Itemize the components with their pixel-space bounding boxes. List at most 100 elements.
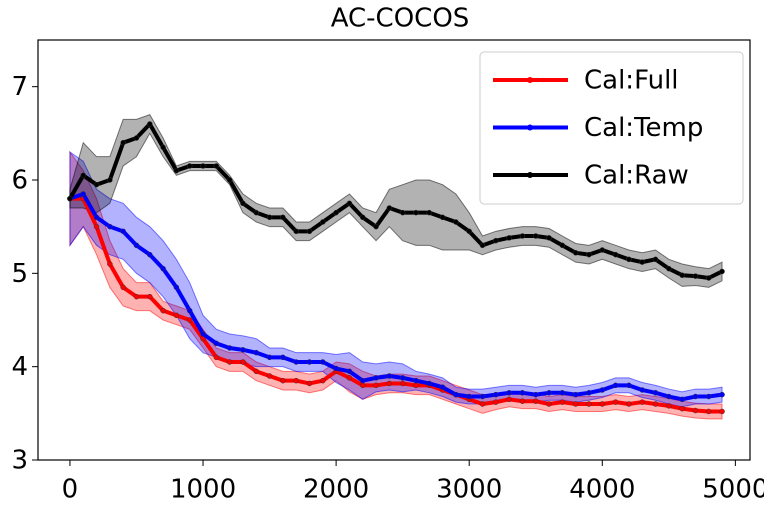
- x-tick-label: 3000: [436, 475, 502, 505]
- point: [173, 284, 180, 291]
- point: [186, 317, 193, 323]
- point: [719, 391, 725, 398]
- point: [346, 368, 353, 375]
- point: [253, 368, 260, 375]
- point: [93, 181, 100, 188]
- x-tick-label: 5000: [702, 475, 764, 505]
- point: [399, 375, 406, 381]
- point: [93, 223, 100, 230]
- x-tick-label: 2000: [303, 475, 369, 505]
- point: [293, 228, 299, 235]
- point: [532, 391, 539, 398]
- point: [213, 163, 220, 169]
- point: [200, 331, 206, 337]
- point: [639, 387, 645, 393]
- point: [173, 167, 180, 174]
- point: [120, 139, 126, 146]
- point: [293, 377, 299, 384]
- point: [173, 312, 180, 319]
- legend-label: Cal:Temp: [584, 113, 703, 143]
- point: [666, 265, 672, 272]
- point: [280, 377, 286, 384]
- point: [160, 144, 166, 151]
- point: [666, 393, 672, 400]
- y-tick-label: 4: [11, 352, 28, 382]
- point: [107, 177, 113, 183]
- point: [652, 401, 659, 407]
- confidence-band: [69, 151, 723, 408]
- legend-marker: [527, 77, 533, 83]
- point: [266, 354, 273, 361]
- point: [333, 365, 339, 372]
- point: [599, 401, 606, 407]
- point: [93, 214, 100, 221]
- point: [692, 407, 699, 414]
- point: [107, 223, 113, 230]
- point: [373, 223, 379, 230]
- legend-marker: [527, 172, 533, 178]
- point: [160, 307, 166, 314]
- point: [306, 380, 313, 387]
- point: [386, 205, 393, 211]
- point: [226, 177, 233, 183]
- y-tick-label: 5: [11, 259, 28, 289]
- point: [506, 396, 512, 403]
- point: [626, 382, 632, 389]
- plot-frame: [37, 39, 751, 461]
- x-tick-label: 1000: [170, 475, 236, 505]
- point: [280, 214, 286, 221]
- point: [705, 393, 712, 400]
- point: [359, 382, 366, 389]
- point: [612, 382, 619, 389]
- point: [133, 135, 140, 141]
- point: [293, 359, 299, 365]
- point: [639, 399, 645, 405]
- point: [586, 251, 592, 258]
- point: [705, 408, 712, 415]
- point: [386, 373, 393, 379]
- point: [532, 398, 539, 404]
- y-tick-label: 3: [11, 446, 28, 476]
- point: [439, 214, 446, 221]
- legend-label: Cal:Raw: [584, 161, 689, 191]
- point: [253, 209, 260, 216]
- chart-title: AC-COCOS: [331, 4, 470, 34]
- point: [266, 373, 273, 379]
- point: [306, 228, 313, 235]
- point: [666, 403, 672, 409]
- point: [546, 401, 552, 407]
- point: [80, 191, 86, 197]
- point: [652, 390, 659, 396]
- point: [147, 121, 153, 127]
- confidence-band: [69, 150, 723, 420]
- point: [253, 349, 260, 356]
- legend-marker: [527, 124, 533, 131]
- point: [320, 219, 326, 225]
- point: [519, 390, 526, 396]
- point: [546, 390, 552, 396]
- point: [133, 242, 140, 249]
- x-tick-label: 0: [62, 475, 79, 505]
- point: [479, 393, 486, 400]
- point: [612, 251, 619, 258]
- point: [626, 256, 632, 263]
- point: [346, 200, 353, 207]
- point: [493, 391, 499, 398]
- point: [426, 380, 433, 387]
- point: [559, 399, 566, 405]
- point: [572, 391, 579, 398]
- point: [240, 359, 246, 365]
- point: [386, 380, 393, 387]
- point: [546, 235, 552, 241]
- y-tick-label: 7: [11, 72, 28, 102]
- point: [266, 214, 273, 221]
- point: [679, 272, 685, 278]
- point: [346, 375, 353, 381]
- point: [359, 214, 366, 221]
- point: [519, 233, 526, 239]
- x-tick-label: 4000: [569, 475, 635, 505]
- point: [639, 259, 645, 265]
- point: [413, 209, 419, 216]
